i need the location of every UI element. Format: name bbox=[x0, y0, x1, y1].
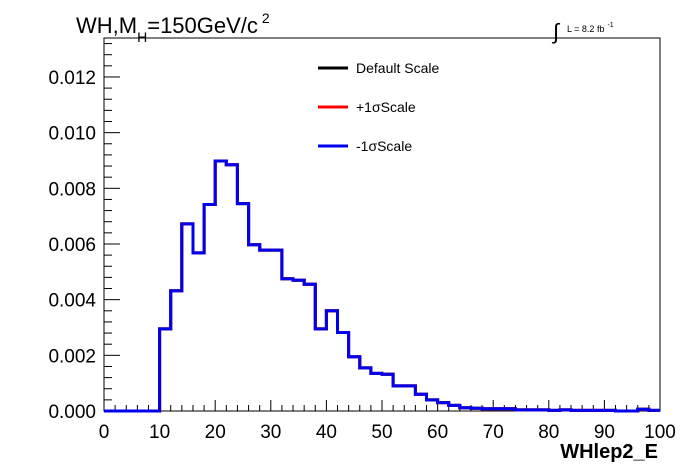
lumi-label: L = 8.2 fb -1 bbox=[567, 22, 614, 34]
title-main: WH,M bbox=[76, 13, 137, 38]
title-subscript: H bbox=[137, 29, 147, 45]
title-rest: =150GeV/c bbox=[147, 13, 258, 38]
chart-title: WH,MH=150GeV/c 2 bbox=[76, 10, 270, 45]
series-line-2 bbox=[104, 159, 660, 413]
title-superscript: 2 bbox=[262, 10, 270, 26]
x-tick-label: 70 bbox=[483, 422, 504, 443]
y-tick-label: 0.002 bbox=[48, 346, 96, 367]
y-tick-label: 0.012 bbox=[48, 68, 96, 89]
legend: Default Scale +1σScale -1σScale bbox=[318, 60, 439, 154]
x-tick-label: 90 bbox=[594, 422, 615, 443]
x-tick-label: 80 bbox=[538, 422, 559, 443]
lumi-text: L = 8.2 fb bbox=[567, 24, 604, 34]
lumi-superscript: -1 bbox=[607, 22, 613, 29]
legend-label-1: +1σScale bbox=[356, 99, 416, 115]
x-tick-label: 40 bbox=[316, 422, 337, 443]
x-axis-label: WHlep2_E bbox=[560, 441, 658, 463]
x-tick-label: 30 bbox=[260, 422, 281, 443]
y-tick-label: 0.006 bbox=[48, 235, 96, 256]
y-tick-label: 0.010 bbox=[48, 124, 96, 145]
x-axis: 0 10 20 30 40 50 60 70 80 90 100 bbox=[99, 400, 676, 443]
y-tick-label: 0.000 bbox=[48, 402, 96, 423]
series-layer bbox=[104, 159, 660, 413]
x-tick-label: 50 bbox=[371, 422, 392, 443]
y-tick-label: 0.008 bbox=[48, 179, 96, 200]
lumi-integral-symbol: ∫ bbox=[551, 19, 561, 44]
legend-label-0: Default Scale bbox=[356, 60, 439, 76]
y-tick-label: 0.004 bbox=[48, 291, 96, 312]
x-tick-label: 20 bbox=[205, 422, 226, 443]
x-tick-label: 0 bbox=[99, 422, 110, 443]
x-tick-label: 10 bbox=[149, 422, 170, 443]
legend-label-2: -1σScale bbox=[356, 138, 412, 154]
x-tick-label: 60 bbox=[427, 422, 448, 443]
x-tick-label: 100 bbox=[644, 422, 676, 443]
